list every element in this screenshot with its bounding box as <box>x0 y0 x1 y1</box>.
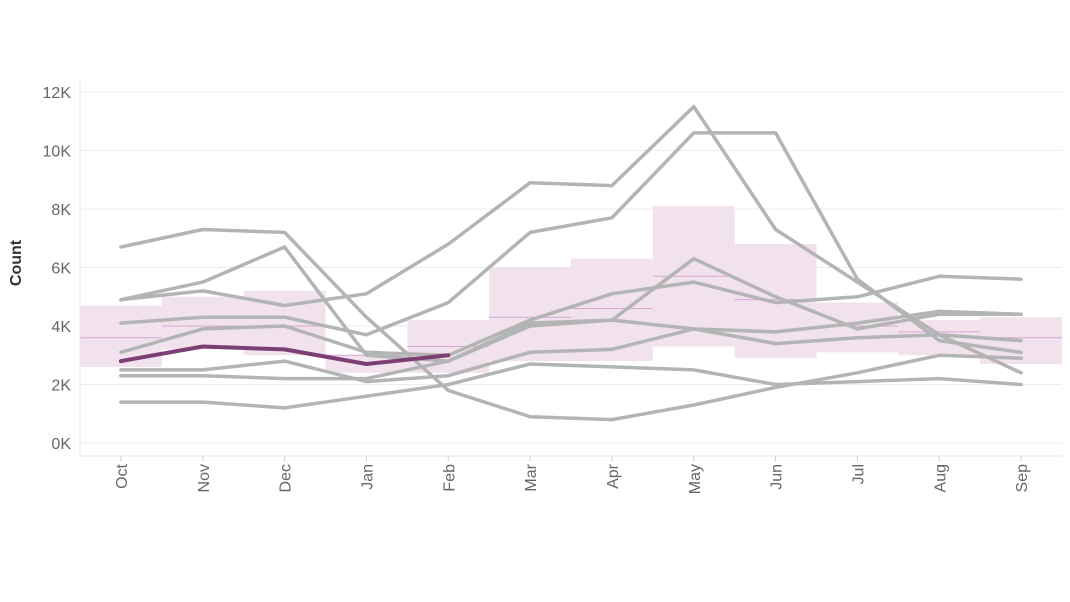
y-tick-label: 4K <box>51 319 71 336</box>
series-line <box>119 227 1023 422</box>
y-tick-label: 2K <box>51 378 71 395</box>
x-tick-label: Jun <box>769 464 786 490</box>
series-line <box>119 362 1023 410</box>
series-lines <box>118 104 1023 422</box>
series-line <box>119 327 1023 384</box>
x-tick-label: Jul <box>850 464 867 484</box>
series-line <box>119 131 1023 355</box>
x-axis: Oct Nov Dec Jan Feb Mar Apr May Jun Jul Aug Sep <box>80 455 1062 494</box>
x-tick-label: Jan <box>359 464 376 490</box>
x-tick-label: Sep <box>1014 464 1031 493</box>
x-tick-label: Nov <box>196 464 213 492</box>
band-range <box>489 267 571 362</box>
x-tick-label: Feb <box>441 464 458 492</box>
x-tick-label: Oct <box>114 463 131 488</box>
series-line <box>119 309 1023 381</box>
y-tick-label: 12K <box>43 85 72 102</box>
x-tick-label: Mar <box>523 463 540 491</box>
series-line <box>119 274 1023 358</box>
x-tick-label: Dec <box>278 464 295 492</box>
y-tick-label: 0K <box>51 436 71 453</box>
band-range <box>161 296 244 350</box>
y-tick-label: 10K <box>43 144 72 161</box>
series-line-current <box>118 344 451 366</box>
y-axis: 0K 2K 4K 6K 8K 10K 12K <box>43 82 81 456</box>
x-tick-label: Apr <box>605 463 622 489</box>
x-tick-label: May <box>687 464 704 494</box>
y-tick-label: 8K <box>51 202 71 219</box>
y-tick-label: 6K <box>51 261 71 278</box>
y-axis-label: Count <box>8 239 25 286</box>
x-tick-label: Aug <box>932 464 949 492</box>
band-range <box>571 258 653 362</box>
